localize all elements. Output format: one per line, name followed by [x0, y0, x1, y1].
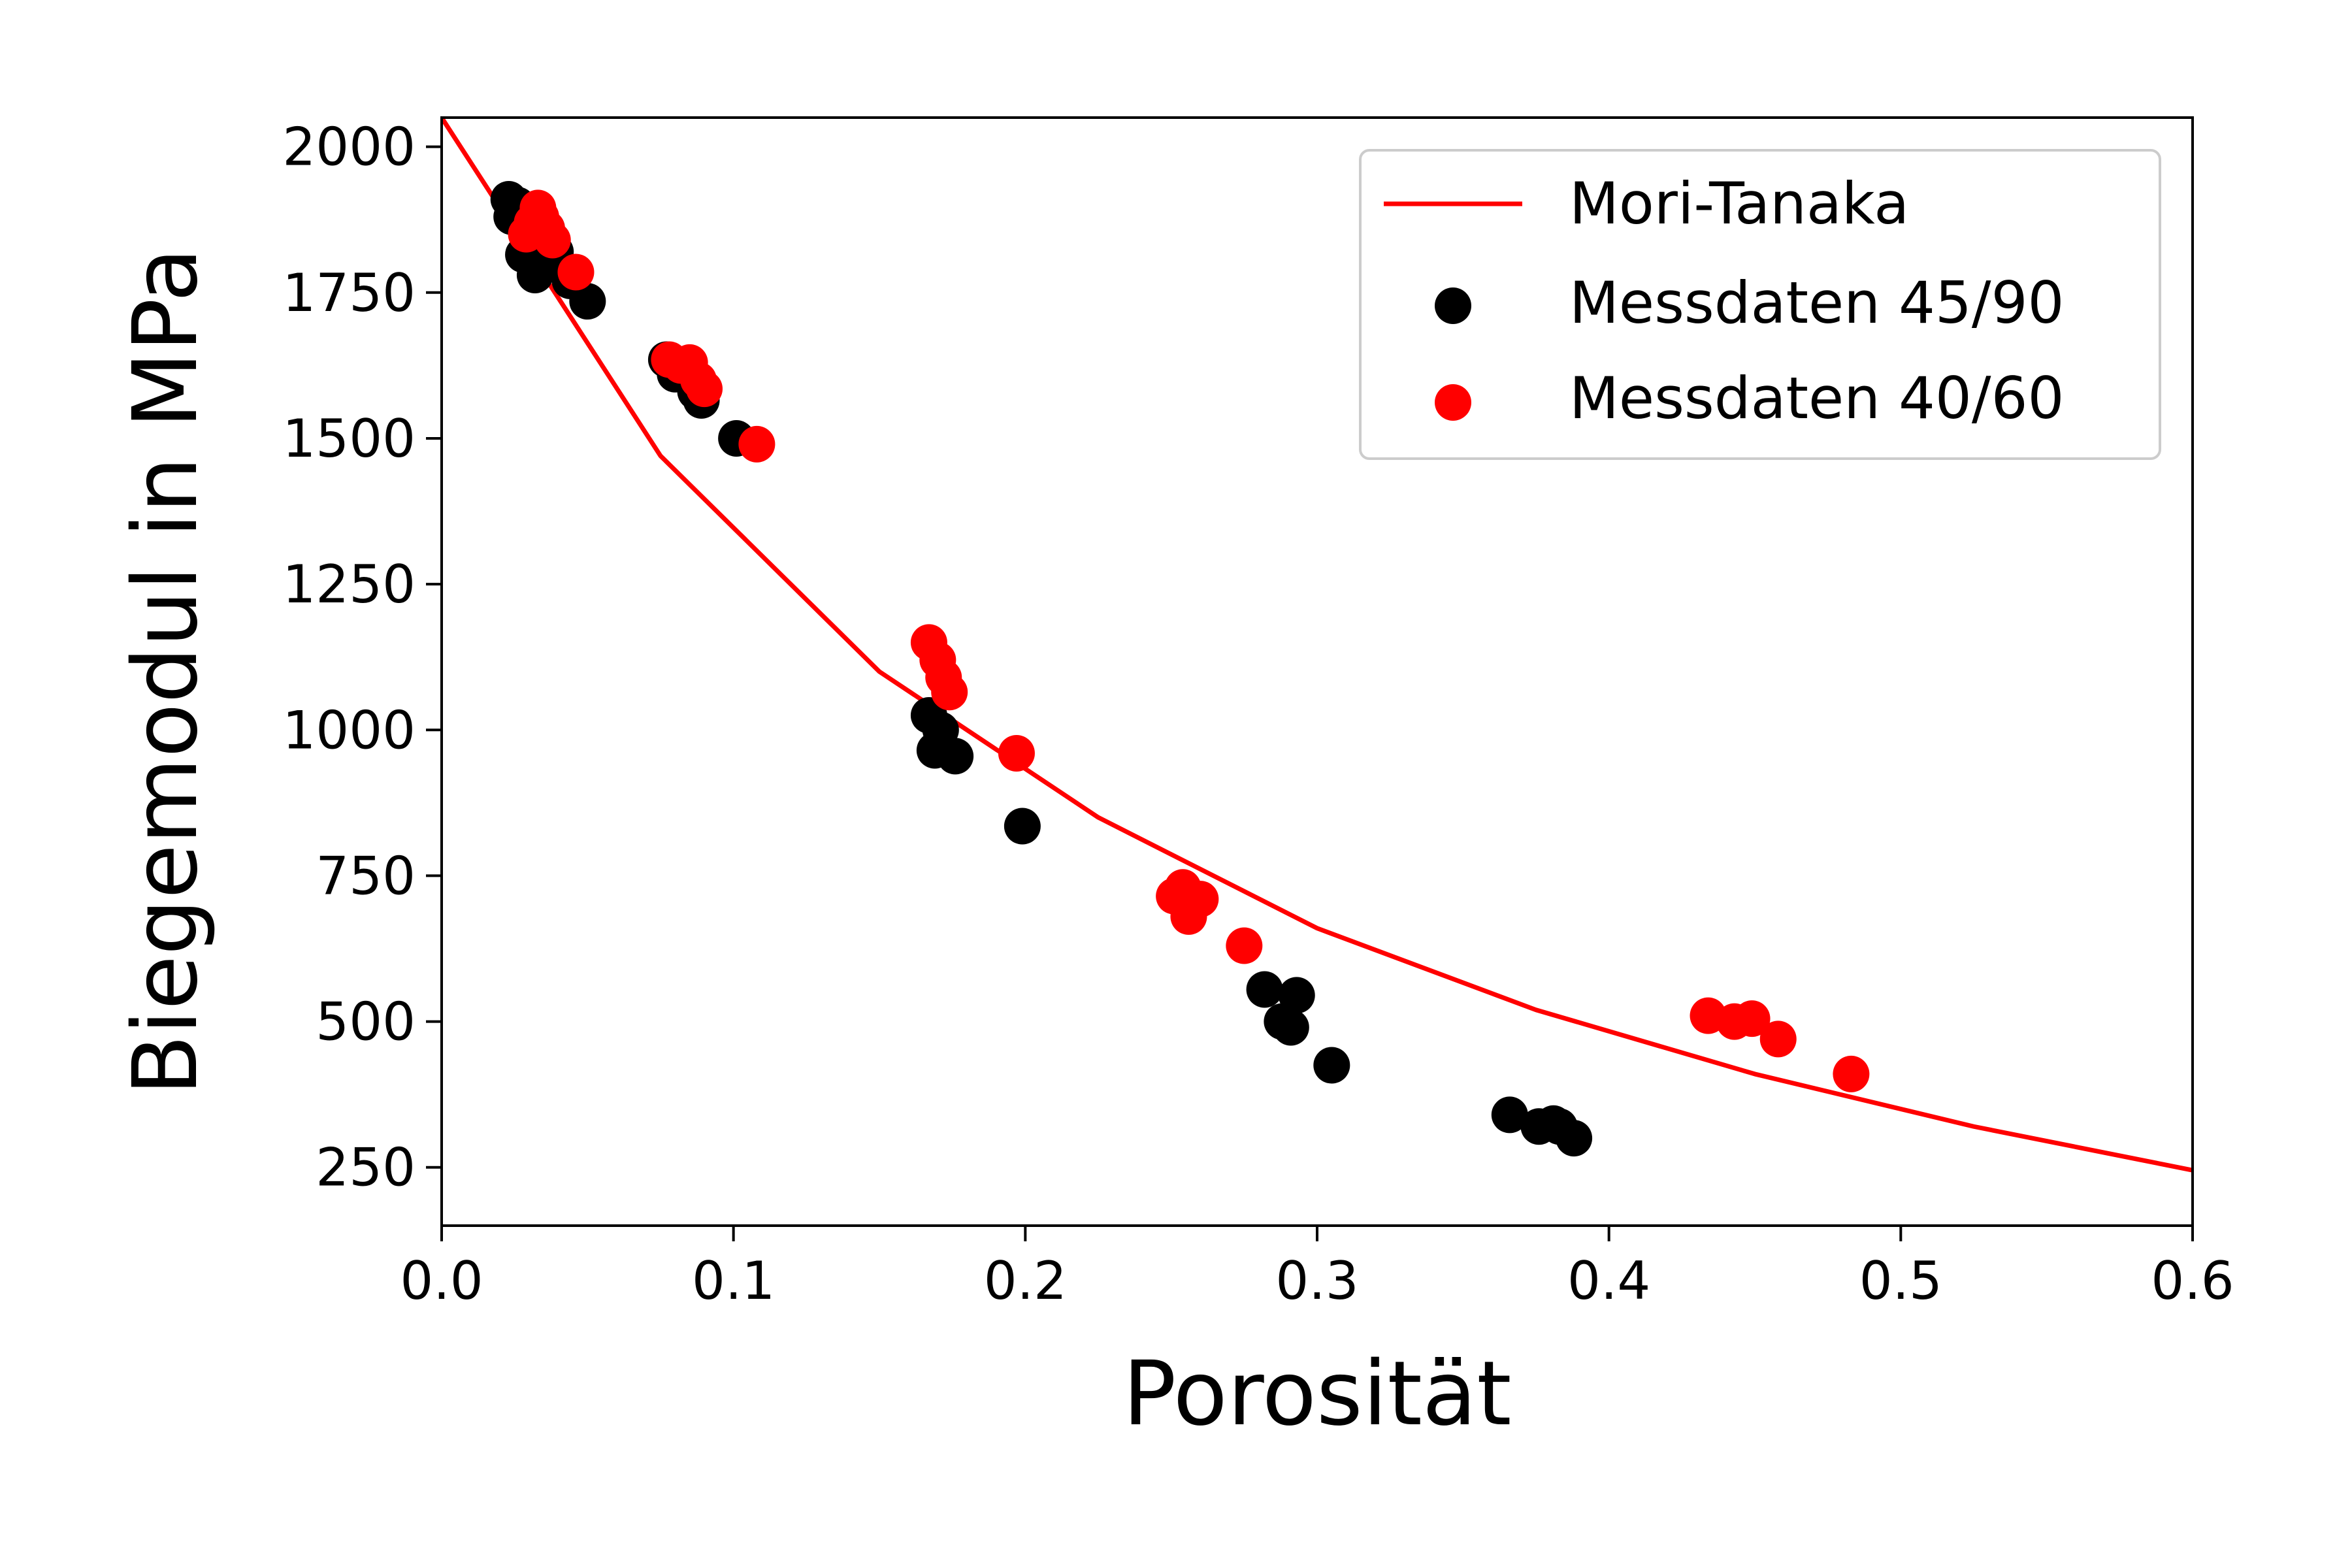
y-tick-label: 1250: [282, 554, 416, 615]
data-point-45-90: [1272, 1009, 1309, 1046]
y-tick-label: 1750: [282, 263, 416, 323]
data-point-40-60: [557, 253, 595, 291]
data-point-45-90: [569, 283, 606, 320]
series-line-mori-tanaka: [442, 118, 2193, 1173]
y-tick-label: 2000: [282, 117, 416, 178]
data-point-45-90: [1278, 977, 1315, 1014]
data-point-40-60: [738, 425, 776, 463]
data-point-45-90: [1556, 1120, 1593, 1157]
legend-label-45-90: Messdaten 45/90: [1569, 269, 2065, 336]
legend-label-40-60: Messdaten 40/60: [1569, 365, 2065, 432]
x-tick-label: 0.5: [1859, 1250, 1942, 1311]
data-point-45-90: [1004, 808, 1041, 845]
x-tick-label: 0.2: [984, 1250, 1067, 1311]
data-point-40-60: [1733, 1000, 1771, 1037]
x-axis-label: Porosität: [1122, 1343, 1511, 1446]
data-point-40-60: [931, 674, 968, 711]
y-tick-label: 500: [316, 992, 416, 1053]
legend: Mori-Tanaka Messdaten 45/90 Messdaten 40…: [1359, 149, 2161, 460]
data-point-45-90: [1491, 1096, 1528, 1134]
y-tick-label: 750: [316, 845, 416, 906]
x-tick-label: 0.1: [692, 1250, 775, 1311]
y-tick-label: 1000: [282, 700, 416, 760]
data-point-40-60: [1226, 927, 1263, 964]
data-point-40-60: [686, 370, 723, 408]
data-point-45-90: [1313, 1047, 1350, 1084]
legend-marker-40-60: [1435, 384, 1471, 421]
data-point-40-60: [1182, 881, 1219, 918]
data-point-40-60: [998, 734, 1035, 772]
x-tick-label: 0.0: [400, 1250, 483, 1311]
legend-marker-45-90: [1435, 287, 1471, 324]
y-axis-label: Biegemodul in MPa: [114, 248, 218, 1096]
data-point-45-90: [1246, 971, 1283, 1008]
x-tick-label: 0.4: [1567, 1250, 1650, 1311]
x-tick-label: 0.3: [1275, 1250, 1358, 1311]
y-tick-label: 1500: [282, 408, 416, 469]
legend-label-mori-tanaka: Mori-Tanaka: [1569, 170, 1909, 237]
data-point-40-60: [1759, 1021, 1797, 1058]
x-tick-label: 0.6: [2151, 1250, 2234, 1311]
legend-box: [1359, 149, 2161, 460]
data-point-45-90: [937, 738, 974, 775]
data-point-40-60: [534, 221, 571, 259]
y-tick-label: 250: [316, 1137, 416, 1198]
data-point-40-60: [1833, 1055, 1870, 1092]
